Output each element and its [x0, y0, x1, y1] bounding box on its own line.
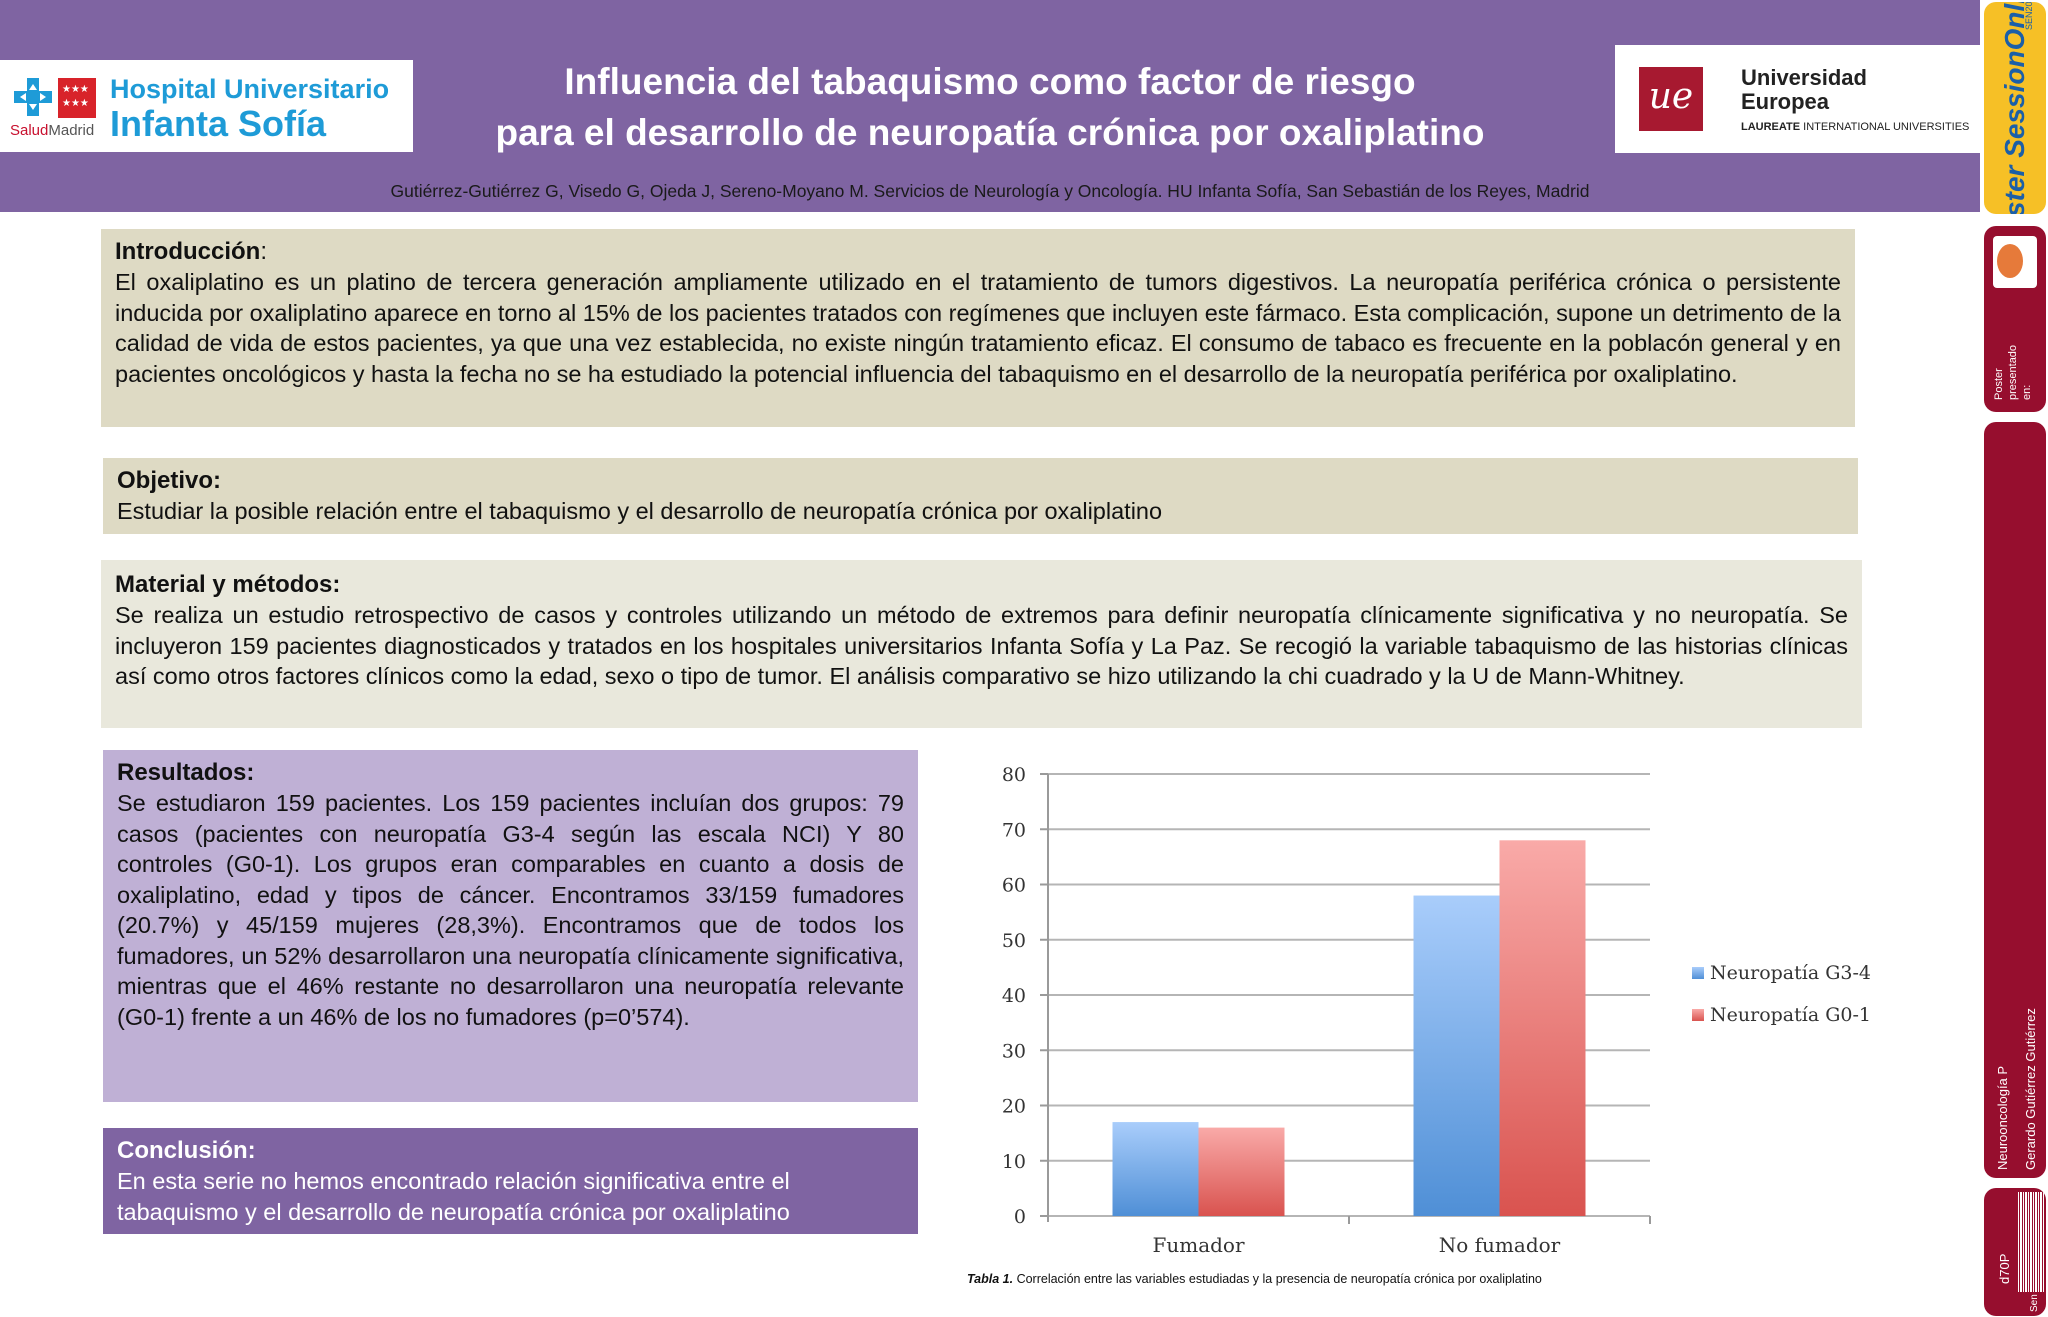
chart-caption: Tabla 1. Correlación entre las variables…: [967, 1272, 1542, 1286]
barcode-icon: [2018, 1192, 2044, 1292]
university-name-line2: Europea: [1741, 89, 1830, 114]
y-tick-label: 70: [1002, 819, 1026, 841]
y-tick-label: 40: [1002, 985, 1026, 1007]
objective-text: Estudiar la posible relación entre el ta…: [117, 498, 1163, 524]
conclusion-text: En esta serie no hemos encontrado relaci…: [117, 1168, 790, 1225]
methods-text: Se realiza un estudio retrospectivo de c…: [115, 602, 1848, 689]
introduction-text: El oxaliplatino es un platino de tercera…: [115, 269, 1841, 387]
methods-section: Material y métodos: Se realiza un estudi…: [101, 560, 1862, 728]
conclusion-heading: Conclusión:: [117, 1137, 256, 1164]
congress-logo-icon: [1993, 236, 2037, 288]
badge-year: SEN2017: [2024, 2, 2034, 30]
salud-madrid-label: SaludMadrid: [10, 122, 95, 139]
objective-heading: Objetivo:: [117, 467, 222, 494]
title-line-1: Influencia del tabaquismo como factor de…: [564, 61, 1416, 102]
introduction-section: Introducción: El oxaliplatino es un plat…: [101, 229, 1855, 427]
results-heading: Resultados:: [117, 759, 255, 786]
y-tick-label: 80: [1002, 764, 1026, 786]
bar-g3-4-no-fumador: [1413, 895, 1500, 1216]
category-label: Neurooncología P Gerardo Gutiérrez Gutié…: [1995, 1008, 2038, 1170]
y-tick-label: 50: [1002, 930, 1026, 952]
code-panel: d70P Sen: [1984, 1188, 2046, 1316]
chart-svg: 0 10 20 30 40 50 60 70 80 Fumador No fumador Neuro…: [1002, 764, 1871, 1257]
presented-at-panel: Poster presentado en:: [1984, 226, 2046, 412]
objective-section: Objetivo: Estudiar la posible relación e…: [103, 458, 1858, 534]
x-category-label: Fumador: [1152, 1233, 1244, 1257]
x-category-label: No fumador: [1439, 1233, 1561, 1257]
madrid-flag-icon: ★★★ ★★★: [58, 78, 96, 118]
neuropathy-bar-chart: 0 10 20 30 40 50 60 70 80 Fumador No fumador Neuro…: [960, 752, 1980, 1272]
y-tick-label: 10: [1002, 1151, 1026, 1173]
ue-mark: ue: [1639, 67, 1703, 131]
authors-line: Gutiérrez-Gutiérrez G, Visedo G, Ojeda J…: [390, 181, 1590, 201]
presented-at-label: Poster presentado en:: [1993, 344, 2033, 400]
legend-label: Neuropatía G0-1: [1710, 1004, 1871, 1026]
results-text: Se estudiaron 159 pacientes. Los 159 pac…: [117, 790, 904, 1030]
poster-session-badge[interactable]: Poster SessionOnline SEN2017: [1984, 2, 2046, 214]
legend-swatch: [1692, 1009, 1704, 1021]
hospital-name-line2: Infanta Sofía: [110, 103, 327, 144]
hospital-logo: ★★★ ★★★ SaludMadrid Hospital Universitar…: [0, 60, 413, 152]
poster-title: Influencia del tabaquismo como factor de…: [440, 56, 1540, 158]
title-line-2: para el desarrollo de neuropatía crónica…: [495, 112, 1485, 153]
introduction-heading: Introducción:: [115, 238, 267, 265]
bar-g0-1-no-fumador: [1499, 840, 1586, 1216]
university-name-line1: Universidad: [1741, 65, 1867, 90]
cross-icon: [14, 78, 52, 116]
y-tick-label: 60: [1002, 875, 1026, 897]
conclusion-section: Conclusión: En esta serie no hemos encon…: [103, 1128, 918, 1234]
sen-brand: Sen: [2029, 1294, 2040, 1312]
methods-heading: Material y métodos:: [115, 571, 341, 598]
y-tick-label: 30: [1002, 1040, 1026, 1062]
category-panel: Neurooncología P Gerardo Gutiérrez Gutié…: [1984, 422, 2046, 1178]
poster-code: d70P: [1997, 1253, 2012, 1284]
university-logo: ue Universidad Europea LAUREATE INTERNAT…: [1615, 45, 1980, 153]
poster-session-label: Poster SessionOnline: [1999, 2, 2030, 214]
y-tick-label: 0: [1014, 1206, 1026, 1228]
bar-g0-1-fumador: [1198, 1127, 1285, 1216]
legend-swatch: [1692, 967, 1704, 979]
y-tick-label: 20: [1002, 1096, 1026, 1118]
results-section: Resultados: Se estudiaron 159 pacientes.…: [103, 750, 918, 1102]
laureate-label: LAUREATE INTERNATIONAL UNIVERSITIES: [1741, 121, 1970, 133]
bar-g3-4-fumador: [1112, 1122, 1199, 1216]
legend-label: Neuropatía G3-4: [1710, 962, 1871, 984]
hospital-name-line1: Hospital Universitario: [110, 74, 390, 104]
